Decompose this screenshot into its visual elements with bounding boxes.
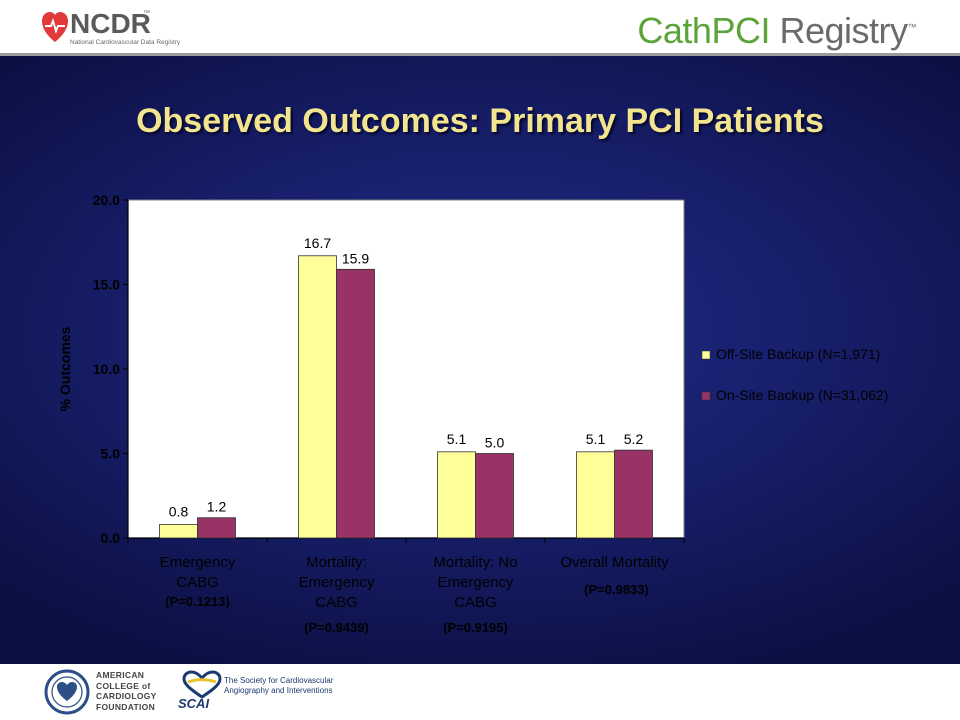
heart-icon <box>42 12 68 42</box>
registry-wordmark: Registry <box>769 10 908 51</box>
scai-wordmark: SCAI <box>178 696 210 711</box>
acc-seal-icon <box>44 669 90 715</box>
ncdr-subtitle: National Cardiovascular Data Registry <box>70 39 181 46</box>
ncdr-wordmark: NCDR <box>70 8 151 39</box>
acc-foundation-logo: AMERICAN COLLEGE of CARDIOLOGY FOUNDATIO… <box>44 668 157 716</box>
cathpci-registry-logo: CathPCI Registry™ <box>637 10 916 52</box>
ncdr-tm: ™ <box>143 10 150 17</box>
y-axis-title: % Outcomes <box>57 326 73 411</box>
legend-swatch <box>701 350 711 360</box>
legend-label: On-Site Backup (N=31,062) <box>716 387 888 403</box>
bar-onsite <box>336 268 375 539</box>
x-category-label: Overall Mortality <box>560 554 669 571</box>
legend-label: Off-Site Backup (N=1,971) <box>716 346 880 362</box>
scai-society-text: The Society for Cardiovascular Angiograp… <box>224 676 334 695</box>
p-value-label: (P=0.9833) <box>584 582 649 597</box>
labels: 0.8 1.2 Emergency CABG (P=0.1213) 16.7 15.9 Mor… <box>160 235 670 635</box>
bar-onsite <box>614 449 653 539</box>
header-divider <box>0 53 960 56</box>
ncdr-logo: NCDR ™ National Cardiovascular Data Regi… <box>40 6 190 50</box>
y-tick-label: 0.0 <box>101 530 121 546</box>
legend: Off-Site Backup (N=1,971) On-Site Backup … <box>701 346 888 403</box>
data-label: 5.1 <box>586 431 606 447</box>
bar-offsite <box>159 524 198 539</box>
bar-offsite <box>298 255 337 539</box>
x-category-label: CABG <box>176 574 219 591</box>
data-label: 5.0 <box>485 435 505 451</box>
p-value-label: (P=0.1213) <box>165 594 230 609</box>
bar-onsite <box>197 517 236 539</box>
x-category-label: Emergency <box>438 574 514 591</box>
y-tick-label: 20.0 <box>93 192 120 208</box>
data-label: 5.1 <box>447 431 467 447</box>
registry-tm: ™ <box>907 22 917 32</box>
bars <box>159 255 653 539</box>
bar-onsite <box>475 453 514 539</box>
axes: 0.0 5.0 10.0 15.0 20.0 % Outcomes <box>57 192 685 546</box>
footer-bar <box>0 664 960 720</box>
data-label: 1.2 <box>207 499 227 515</box>
p-value-label: (P=0.9195) <box>443 620 508 635</box>
y-tick-label: 15.0 <box>93 277 120 293</box>
data-label: 15.9 <box>342 250 369 266</box>
slide-title: Observed Outcomes: Primary PCI Patients <box>136 102 824 140</box>
scai-logo: SCAI The Society for Cardiovascular Angi… <box>178 668 338 716</box>
data-label: 0.8 <box>169 503 189 519</box>
header-bar <box>0 0 960 55</box>
y-tick-label: 5.0 <box>101 446 121 462</box>
x-category-label: Mortality: <box>306 554 367 571</box>
p-value-label: (P=0.9439) <box>304 620 369 635</box>
x-category-label: Emergency <box>299 574 375 591</box>
data-label: 16.7 <box>304 235 331 251</box>
cathpci-wordmark: CathPCI <box>637 10 770 51</box>
acc-foundation-text: AMERICAN COLLEGE of CARDIOLOGY FOUNDATIO… <box>96 670 157 712</box>
scai-heart-icon <box>182 670 222 699</box>
x-category-label: Emergency <box>160 554 236 571</box>
x-category-label: Mortality: No <box>433 554 517 571</box>
data-label: 5.2 <box>624 431 644 447</box>
x-category-label: CABG <box>315 594 358 611</box>
x-category-label: CABG <box>454 594 497 611</box>
legend-swatch <box>701 391 711 401</box>
y-tick-label: 10.0 <box>93 361 120 377</box>
bar-offsite <box>576 451 615 539</box>
bar-offsite <box>437 451 476 539</box>
